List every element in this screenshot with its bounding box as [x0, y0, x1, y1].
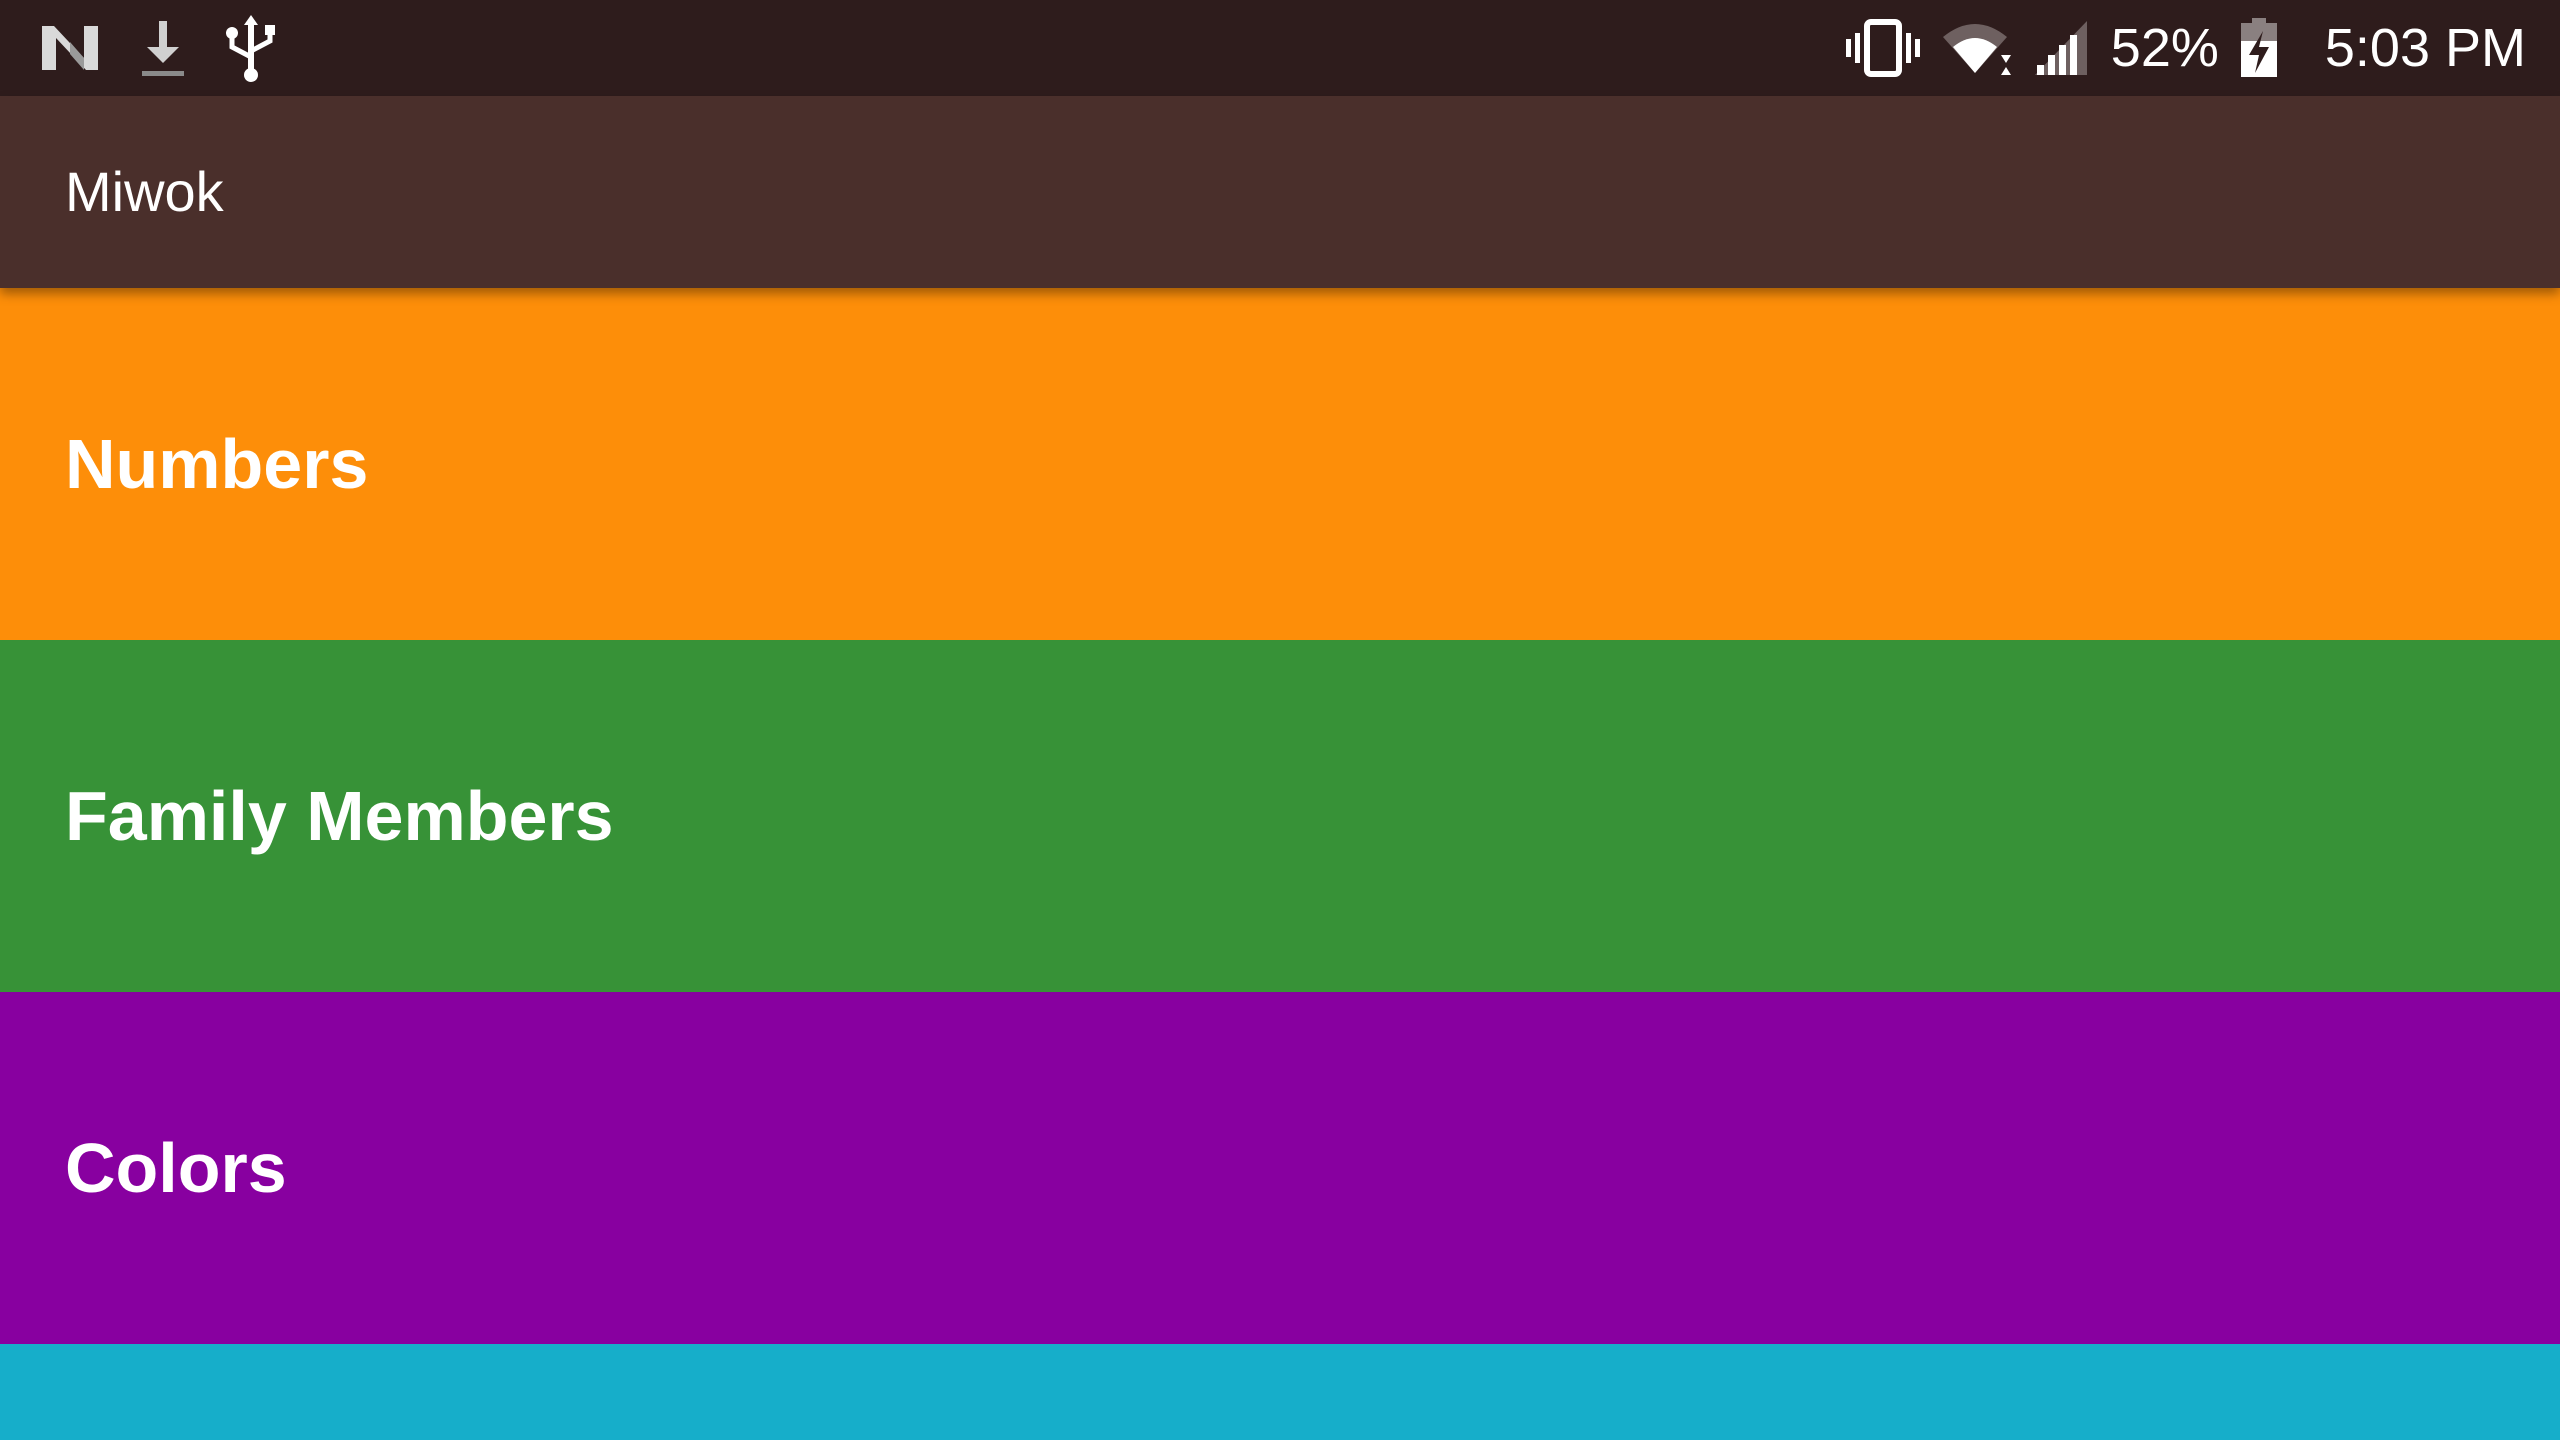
- category-label: Family Members: [65, 777, 614, 855]
- category-family-members[interactable]: Family Members: [0, 640, 2560, 992]
- status-bar-right: 52% 5:03 PM: [1845, 0, 2526, 96]
- app-bar: Miwok: [0, 96, 2560, 288]
- category-colors[interactable]: Colors: [0, 992, 2560, 1344]
- category-next-partial[interactable]: [0, 1344, 2560, 1440]
- status-clock: 5:03 PM: [2324, 18, 2526, 78]
- cell-signal-icon: [2033, 19, 2091, 77]
- battery-percent: 52%: [2110, 18, 2219, 78]
- app-title: Miwok: [65, 160, 224, 223]
- status-bar: 52% 5:03 PM: [0, 0, 2560, 96]
- vibrate-icon: [1845, 19, 1921, 77]
- status-bar-left: [40, 0, 278, 96]
- battery-charging-icon: [2239, 17, 2279, 79]
- category-numbers[interactable]: Numbers: [0, 288, 2560, 640]
- download-icon: [138, 17, 188, 79]
- wifi-icon: [1941, 19, 2013, 77]
- usb-icon: [224, 13, 278, 83]
- android-n-icon: [40, 22, 102, 74]
- category-label: Numbers: [65, 425, 369, 503]
- category-label: Colors: [65, 1129, 287, 1207]
